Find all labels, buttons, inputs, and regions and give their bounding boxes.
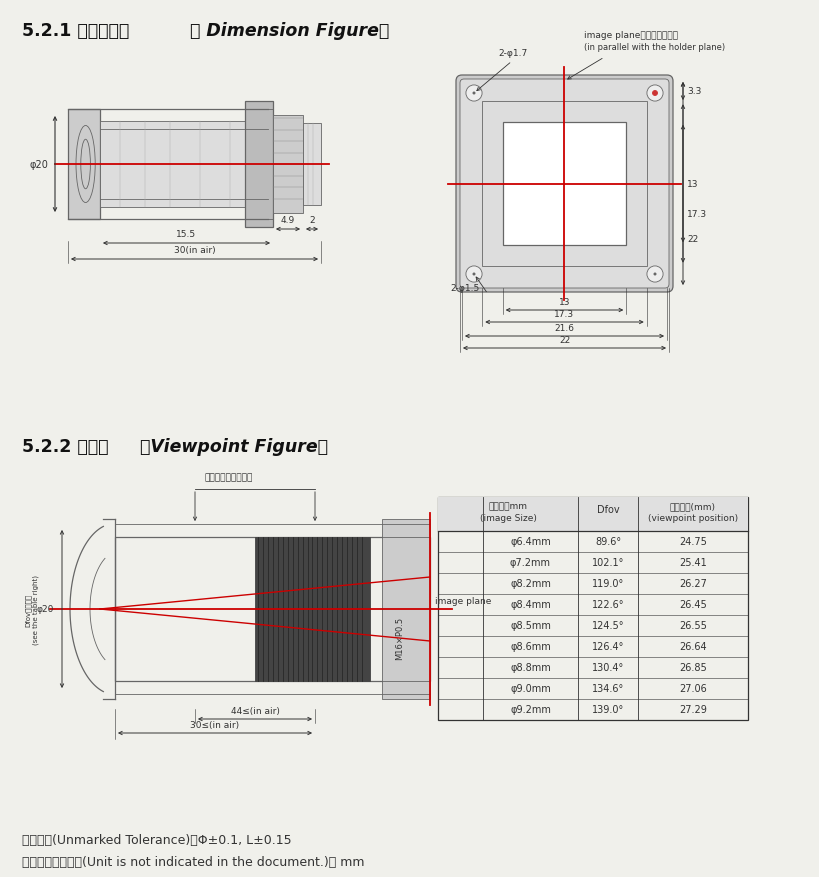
Text: 视点位置(mm): 视点位置(mm) bbox=[669, 502, 715, 510]
Text: M16×P0.5: M16×P0.5 bbox=[395, 617, 404, 660]
Text: 本规格书未注单位(Unit is not indicated in the document.)： mm: 本规格书未注单位(Unit is not indicated in the do… bbox=[22, 855, 364, 868]
Text: 44≤(in air): 44≤(in air) bbox=[230, 706, 279, 715]
Circle shape bbox=[465, 86, 482, 102]
Text: 102.1°: 102.1° bbox=[591, 558, 623, 567]
Text: （ Dimension Figure）: （ Dimension Figure） bbox=[190, 22, 389, 40]
Bar bbox=[245, 102, 273, 228]
Text: image plane面与底座面平齐: image plane面与底座面平齐 bbox=[584, 31, 677, 40]
Text: 119.0°: 119.0° bbox=[591, 579, 623, 588]
Text: 像面大小mm: 像面大小mm bbox=[488, 502, 527, 510]
Text: φ20: φ20 bbox=[37, 605, 54, 614]
Bar bbox=[273, 116, 303, 214]
Text: 2-φ1.5: 2-φ1.5 bbox=[450, 283, 478, 293]
Text: 21.6: 21.6 bbox=[554, 324, 574, 332]
Text: φ8.5mm: φ8.5mm bbox=[509, 621, 550, 631]
Text: 15.5: 15.5 bbox=[176, 230, 197, 239]
Circle shape bbox=[653, 92, 656, 96]
Bar bbox=[502, 123, 626, 246]
Text: 134.6°: 134.6° bbox=[591, 684, 623, 694]
Text: 未注公差(Unmarked Tolerance)：Φ±0.1, L±0.15: 未注公差(Unmarked Tolerance)：Φ±0.1, L±0.15 bbox=[22, 833, 292, 846]
Text: φ8.2mm: φ8.2mm bbox=[509, 579, 550, 588]
Text: (viewpoint position): (viewpoint position) bbox=[647, 513, 737, 523]
Text: （Viewpoint Figure）: （Viewpoint Figure） bbox=[140, 438, 328, 455]
Bar bbox=[68, 110, 100, 220]
Text: 139.0°: 139.0° bbox=[591, 705, 623, 715]
Text: 89.6°: 89.6° bbox=[595, 537, 620, 547]
Text: φ8.8mm: φ8.8mm bbox=[509, 663, 550, 673]
Text: 5.2.1 外形尺寸图: 5.2.1 外形尺寸图 bbox=[22, 22, 129, 40]
Text: 26.27: 26.27 bbox=[678, 579, 706, 588]
Text: 17.3: 17.3 bbox=[554, 310, 574, 318]
Text: 4.9: 4.9 bbox=[281, 216, 295, 225]
Circle shape bbox=[472, 92, 475, 96]
Text: 25.41: 25.41 bbox=[678, 558, 706, 567]
FancyBboxPatch shape bbox=[455, 76, 672, 293]
Text: 5.2.2 视点图: 5.2.2 视点图 bbox=[22, 438, 108, 455]
Text: 124.5°: 124.5° bbox=[591, 621, 623, 631]
Text: φ9.0mm: φ9.0mm bbox=[509, 684, 550, 694]
Text: 30(in air): 30(in air) bbox=[174, 246, 215, 254]
Text: 24.75: 24.75 bbox=[678, 537, 706, 547]
Text: Dfov: Dfov bbox=[596, 504, 618, 515]
Circle shape bbox=[646, 86, 663, 102]
Circle shape bbox=[472, 274, 475, 276]
Text: 27.29: 27.29 bbox=[678, 705, 706, 715]
Text: 13: 13 bbox=[558, 297, 569, 307]
Text: 13: 13 bbox=[686, 180, 698, 189]
Text: image plane: image plane bbox=[434, 596, 491, 605]
Text: 30≤(in air): 30≤(in air) bbox=[190, 720, 239, 729]
Bar bbox=[437, 497, 747, 531]
Text: 26.55: 26.55 bbox=[678, 621, 706, 631]
Text: φ6.4mm: φ6.4mm bbox=[509, 537, 550, 547]
Bar bbox=[115, 538, 429, 681]
Circle shape bbox=[653, 274, 656, 276]
Text: (in parallel with the holder plane): (in parallel with the holder plane) bbox=[584, 43, 725, 52]
Text: φ8.4mm: φ8.4mm bbox=[509, 600, 550, 610]
Text: 26.45: 26.45 bbox=[678, 600, 706, 610]
Circle shape bbox=[646, 267, 663, 282]
Text: Dfov（视角）
(see the table right): Dfov（视角） (see the table right) bbox=[25, 574, 39, 645]
Text: 视点位置（见表格）: 视点位置（见表格） bbox=[205, 473, 253, 481]
Text: φ8.6mm: φ8.6mm bbox=[509, 642, 550, 652]
Bar bbox=[437, 497, 747, 720]
Circle shape bbox=[652, 91, 657, 96]
Bar bbox=[382, 519, 429, 699]
Text: 2-φ1.7: 2-φ1.7 bbox=[497, 49, 527, 58]
Bar bbox=[100, 122, 268, 208]
FancyBboxPatch shape bbox=[459, 80, 668, 289]
Text: 26.64: 26.64 bbox=[678, 642, 706, 652]
Text: 126.4°: 126.4° bbox=[591, 642, 623, 652]
Text: 122.6°: 122.6° bbox=[591, 600, 623, 610]
Text: 22: 22 bbox=[686, 235, 698, 244]
Text: 26.85: 26.85 bbox=[678, 663, 706, 673]
Text: 3.3: 3.3 bbox=[686, 88, 700, 96]
Text: φ20: φ20 bbox=[29, 160, 48, 170]
Text: 22: 22 bbox=[559, 336, 569, 345]
Circle shape bbox=[465, 267, 482, 282]
Text: (image Size): (image Size) bbox=[479, 513, 536, 523]
Bar bbox=[482, 103, 646, 267]
Text: 27.06: 27.06 bbox=[678, 684, 706, 694]
Text: 130.4°: 130.4° bbox=[591, 663, 623, 673]
Text: 17.3: 17.3 bbox=[686, 210, 706, 218]
Bar bbox=[303, 124, 320, 206]
Text: 2: 2 bbox=[309, 216, 314, 225]
Text: φ9.2mm: φ9.2mm bbox=[509, 705, 550, 715]
Bar bbox=[255, 538, 369, 681]
Text: φ7.2mm: φ7.2mm bbox=[509, 558, 550, 567]
